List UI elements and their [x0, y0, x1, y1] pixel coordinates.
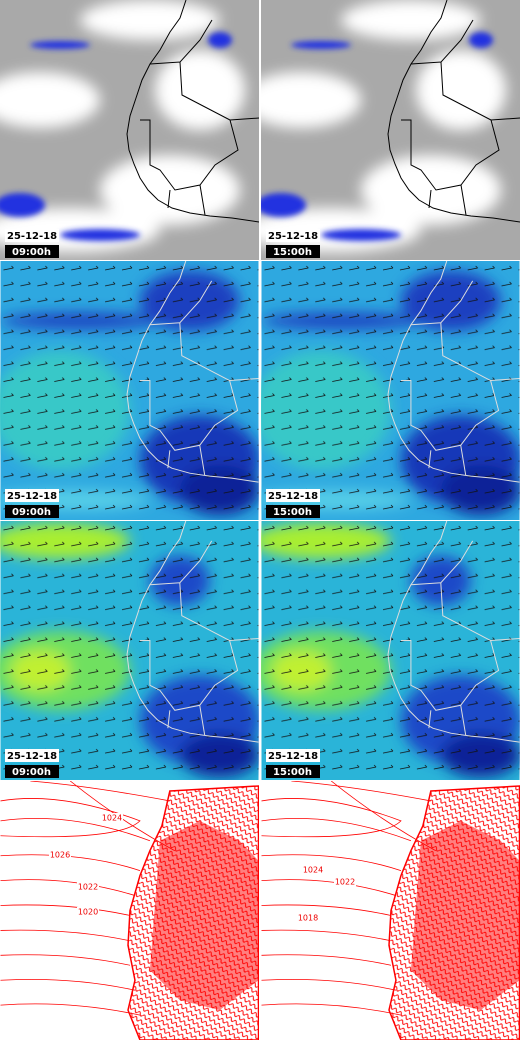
isobar-label: 1020 [78, 908, 98, 917]
date-box [5, 749, 59, 762]
isobar-label: 1022 [78, 883, 98, 892]
time-box [266, 765, 320, 778]
time-label: 15:00h [273, 247, 312, 258]
date-box [266, 489, 320, 502]
isobar-label-bg [77, 882, 99, 892]
time-label: 09:00h [12, 247, 51, 258]
isobar-label: 1024 [102, 814, 122, 823]
isobar-label-bg [77, 907, 99, 917]
time-box [5, 765, 59, 778]
date-label: 25-12-18 [7, 491, 57, 502]
isobar-label-bg [297, 913, 319, 923]
row-wind-2 [0, 521, 520, 780]
time-box [266, 245, 320, 258]
time-box [266, 505, 320, 518]
time-label: 09:00h [12, 507, 51, 518]
date-box [5, 489, 59, 502]
labels: 25-12-18 09:00h 25-12-18 15:00h 25-12-18 09:0… [5, 229, 356, 923]
isobar-label: 1022 [335, 878, 355, 887]
time-label: 15:00h [273, 507, 312, 518]
time-box [5, 245, 59, 258]
row-wind-1 [0, 261, 520, 520]
date-label: 25-12-18 [268, 231, 318, 242]
time-label: 15:00h [273, 767, 312, 778]
time-label: 09:00h [12, 767, 51, 778]
isobar-label-bg [101, 813, 123, 823]
isobar-label-bg [334, 877, 356, 887]
isobar-label-bg [49, 850, 71, 860]
time-box [5, 505, 59, 518]
date-box [266, 749, 320, 762]
isobar-label-bg [302, 865, 324, 875]
date-label: 25-12-18 [7, 751, 57, 762]
date-label: 25-12-18 [268, 491, 318, 502]
isobar-label: 1026 [50, 851, 70, 860]
isobar-label: 1024 [303, 866, 323, 875]
row-satellite [0, 0, 520, 260]
date-label: 25-12-18 [7, 231, 57, 242]
date-box [5, 229, 59, 242]
isobar-label: 1018 [298, 914, 318, 923]
date-box [266, 229, 320, 242]
date-label: 25-12-18 [268, 751, 318, 762]
